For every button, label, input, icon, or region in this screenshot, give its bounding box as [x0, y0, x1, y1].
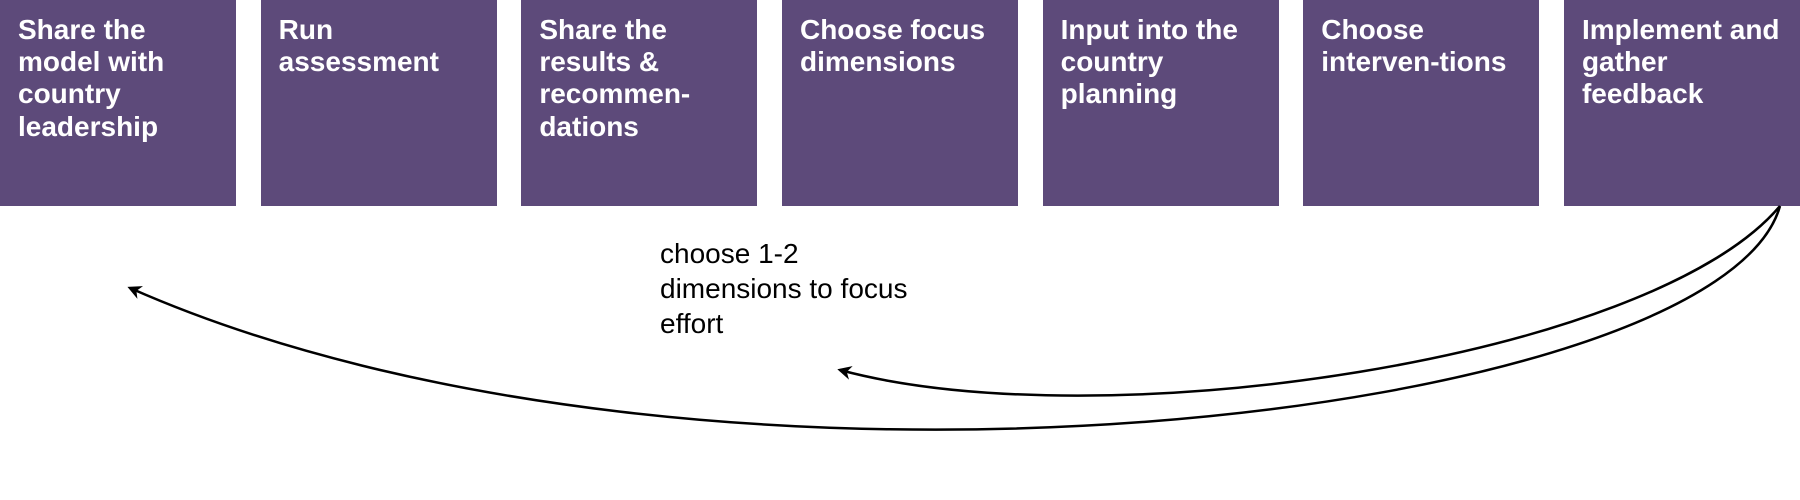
step-label: Implement and gather feedback	[1582, 14, 1780, 109]
step-box-4: Choose focus dimensions	[782, 0, 1018, 206]
step-label: Choose interven-tions	[1321, 14, 1506, 77]
arrow-long	[130, 206, 1780, 430]
arrow-short	[840, 206, 1780, 396]
steps-row: Share the model with country leadership R…	[0, 0, 1800, 206]
step-label: Choose focus dimensions	[800, 14, 985, 77]
step-box-6: Choose interven-tions	[1303, 0, 1539, 206]
step-box-3: Share the results & recommen-dations	[521, 0, 757, 206]
step-box-5: Input into the country planning	[1043, 0, 1279, 206]
step-label: Run assessment	[279, 14, 439, 77]
process-flow-diagram: Share the model with country leadership R…	[0, 0, 1800, 500]
annotation-choose-dimensions: choose 1-2 dimensions to focus effort	[660, 236, 920, 341]
step-label: Share the results & recommen-dations	[539, 14, 690, 142]
step-box-1: Share the model with country leadership	[0, 0, 236, 206]
step-label: Share the model with country leadership	[18, 14, 164, 142]
step-label: Input into the country planning	[1061, 14, 1238, 109]
step-box-2: Run assessment	[261, 0, 497, 206]
step-box-7: Implement and gather feedback	[1564, 0, 1800, 206]
